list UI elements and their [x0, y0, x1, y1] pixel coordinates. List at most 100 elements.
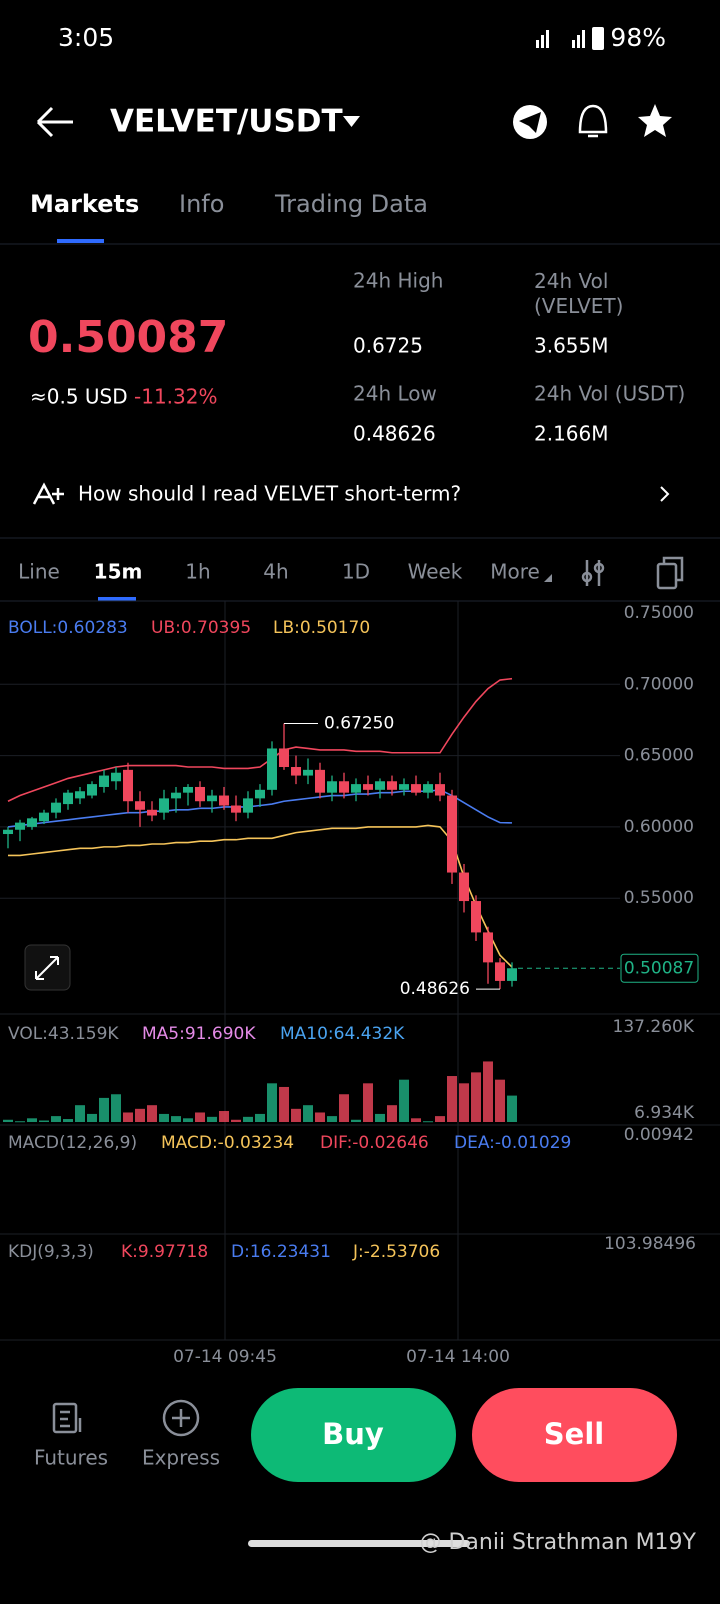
- volume-bar: [255, 1113, 265, 1122]
- volume-bar: [279, 1086, 289, 1122]
- candle-body: [339, 781, 349, 793]
- volume-bar: [375, 1113, 385, 1122]
- current-price-box: [620, 953, 699, 983]
- interval-tab[interactable]: Line: [18, 560, 60, 584]
- volume-bar: [207, 1116, 217, 1122]
- volume-bar: [111, 1094, 121, 1122]
- express-label[interactable]: Express: [142, 1446, 220, 1470]
- stat-label-line: (VELVET): [534, 294, 623, 318]
- stat-label: 24h High: [353, 269, 443, 293]
- volume-bar: [363, 1083, 373, 1122]
- volume-bar: [495, 1079, 505, 1122]
- boll-ub: [7, 677, 513, 802]
- candle-body: [171, 792, 181, 799]
- interval-tab[interactable]: 1D: [342, 560, 370, 584]
- candle-body: [507, 968, 517, 981]
- candle-body: [39, 812, 49, 822]
- tab[interactable]: Markets: [30, 190, 139, 218]
- volume-bar: [471, 1072, 481, 1122]
- indicator-settings[interactable]: [581, 560, 605, 586]
- volume-bar: [351, 1119, 361, 1122]
- battery-icon: [592, 27, 604, 50]
- volume-bar: [171, 1116, 181, 1122]
- candle-body: [207, 795, 217, 802]
- kdj-max: 103.98496: [604, 1234, 696, 1254]
- candle-body: [375, 781, 385, 790]
- interval-tab[interactable]: More: [490, 560, 540, 584]
- stat-value: 2.166M: [534, 422, 609, 446]
- sell-button[interactable]: [472, 1388, 677, 1482]
- candle-body: [27, 818, 37, 827]
- sell-label[interactable]: Sell: [544, 1417, 604, 1451]
- volume-bar: [327, 1116, 337, 1122]
- volume-bar: [63, 1119, 73, 1122]
- indicator-label: BOLL:0.60283: [8, 618, 128, 638]
- chart-mode[interactable]: [656, 556, 684, 590]
- candle-body: [495, 962, 505, 981]
- interval-tab[interactable]: 4h: [263, 560, 288, 584]
- candle-body: [123, 769, 133, 802]
- more-arrow: [544, 574, 552, 582]
- candle-body: [243, 798, 253, 813]
- volume-max: 137.260K: [613, 1017, 695, 1037]
- x-tick-label: 07-14 09:45: [173, 1347, 277, 1367]
- volume-bar: [303, 1105, 313, 1122]
- kdj-label: K:9.97718: [121, 1242, 208, 1262]
- volume-bar: [339, 1094, 349, 1122]
- candle-body: [147, 809, 157, 816]
- candle-body: [279, 748, 289, 768]
- interval-tab[interactable]: Week: [408, 560, 463, 584]
- candle-body: [351, 784, 361, 793]
- futures-label[interactable]: Futures: [34, 1446, 108, 1470]
- dropdown-arrow[interactable]: [343, 116, 360, 127]
- express-icon[interactable]: [162, 1399, 200, 1437]
- volume-bar: [447, 1076, 457, 1122]
- candle-body: [411, 784, 421, 793]
- price-change: -11.32%: [134, 385, 217, 409]
- favorite-button[interactable]: [638, 104, 672, 137]
- volume-bar: [135, 1108, 145, 1122]
- candle-body: [183, 786, 193, 793]
- candle-body: [63, 792, 73, 805]
- tab[interactable]: Trading Data: [274, 190, 428, 218]
- candle-body: [99, 775, 109, 787]
- interval-indicator: [98, 597, 136, 601]
- volume-bar: [159, 1113, 169, 1122]
- last-price: 0.50087: [28, 312, 228, 363]
- interval-tab[interactable]: 15m: [94, 560, 143, 584]
- telegram-glyph: [519, 112, 541, 133]
- buy-button[interactable]: [251, 1388, 456, 1482]
- back-button[interactable]: [36, 106, 73, 138]
- boll-lb: [8, 824, 513, 968]
- futures-icon[interactable]: [52, 1402, 82, 1434]
- tab[interactable]: Info: [179, 190, 224, 218]
- volume-bar: [147, 1105, 157, 1122]
- volume-bar: [423, 1121, 433, 1123]
- battery: 98%: [610, 23, 666, 52]
- candle-body: [423, 784, 433, 793]
- candle-body: [75, 791, 85, 799]
- candle-body: [303, 769, 313, 776]
- volume-bar: [87, 1113, 97, 1122]
- volume-bar: [231, 1119, 241, 1122]
- volume-bar: [51, 1116, 61, 1122]
- volume-bar: [195, 1112, 205, 1122]
- volume-bar: [411, 1118, 421, 1122]
- indicator-label: LB:0.50170: [273, 618, 370, 638]
- volume-bar: [219, 1111, 229, 1122]
- candle-body: [291, 767, 301, 776]
- interval-tab[interactable]: 1h: [185, 560, 210, 584]
- volume-bar: [267, 1083, 277, 1122]
- home-indicator: [248, 1540, 470, 1547]
- buy-label[interactable]: Buy: [322, 1417, 384, 1451]
- stat-label: 24h Vol (USDT): [534, 382, 685, 406]
- high-label: 0.67250: [324, 714, 394, 734]
- alert-button[interactable]: [578, 104, 608, 138]
- candle-body: [255, 789, 265, 799]
- prompt-link[interactable]: How should I read VELVET short-term?: [78, 482, 461, 506]
- macd-label: DEA:-0.01029: [454, 1133, 571, 1153]
- candle-body: [51, 802, 61, 813]
- stat-label-line: 24h Vol: [534, 269, 608, 293]
- pair-title[interactable]: VELVET/USDT: [110, 104, 343, 140]
- volume-bar: [15, 1121, 25, 1123]
